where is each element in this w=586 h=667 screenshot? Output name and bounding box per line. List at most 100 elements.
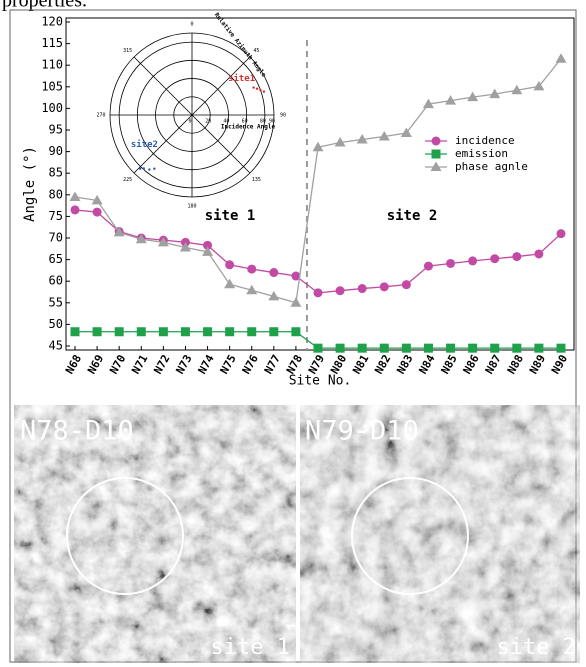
data-point [224,279,235,289]
x-tick-label: N74 [196,352,217,376]
series-line [75,210,561,293]
data-point [358,284,367,293]
data-point [203,327,212,336]
data-point [225,260,234,269]
x-tick-label: N81 [350,352,371,376]
data-point [512,252,521,261]
data-point [468,256,477,265]
x-tick-label: N90 [549,353,570,377]
y-tick-label: 50 [49,317,63,331]
data-point [247,327,256,336]
y-axis-label: Angle (°) [22,146,38,222]
data-point [181,327,190,336]
y-tick-label: 115 [41,36,63,50]
legend-label: emission [455,147,508,160]
y-tick-label: 110 [41,58,63,72]
x-tick-label: N70 [107,353,128,377]
x-tick-label: N69 [85,353,106,377]
y-tick-label: 85 [49,166,63,180]
legend-marker [432,137,441,146]
x-tick-label: N89 [527,353,548,377]
r-tick-label: 0 [188,119,191,125]
theta-tick-label: 225 [123,177,132,183]
r-axis-label: Incidence Angle [221,124,276,131]
x-tick-label: N83 [394,353,415,377]
theta-tick-label: 180 [187,204,196,210]
theta-tick-label: 315 [123,48,132,54]
polar-point [148,168,150,170]
page: properties. N78-D10 N79-D10 site 1 site … [0,0,586,667]
data-point [358,344,367,353]
data-point [557,344,566,353]
polar-point [139,168,141,170]
polar-point [143,167,145,169]
data-point [534,344,543,353]
x-tick-label: N87 [483,353,504,377]
data-point [380,282,389,291]
annotation: site 2 [387,208,438,224]
data-point [402,344,411,353]
data-point [556,53,567,63]
polar-point [259,89,261,91]
annotation: site 1 [205,208,256,224]
data-point [70,191,81,201]
data-point [490,344,499,353]
data-point [71,327,80,336]
x-tick-label: N73 [173,353,194,377]
x-tick-label: N75 [218,353,239,377]
y-tick-label: 45 [49,339,63,353]
polar-point [153,168,155,170]
y-tick-label: 55 [49,295,63,309]
legend-marker [432,150,441,159]
r-tick-label: 20 [205,119,211,125]
data-point [534,249,543,258]
data-point [490,254,499,263]
data-point [247,265,256,274]
polar-series-label: site1 [228,73,255,84]
polar-series-label: site2 [131,139,158,150]
data-point [269,268,278,277]
photo-label: N78-D10 [20,416,134,447]
y-tick-label: 70 [49,231,63,245]
data-point [93,208,102,217]
y-tick-label: 100 [41,101,63,115]
data-point [93,327,102,336]
legend-label: phase agnle [455,160,528,173]
data-point [225,327,234,336]
x-tick-label: N68 [63,353,84,377]
x-tick-label: N76 [240,352,261,376]
data-point [468,344,477,353]
data-point [424,344,433,353]
theta-tick-label: 0 [190,22,193,28]
y-tick-label: 105 [41,79,63,93]
x-tick-label: N71 [129,352,150,376]
theta-tick-label: 270 [96,113,105,119]
data-point [291,327,300,336]
data-point [314,344,323,353]
y-tick-label: 80 [49,187,63,201]
x-tick-label: N77 [262,353,283,377]
y-tick-label: 90 [49,144,63,158]
data-point [424,262,433,271]
data-point [512,344,521,353]
legend-marker [431,162,442,172]
photos: N78-D10 N79-D10 site 1 site 2 [14,405,580,663]
y-tick-label: 60 [49,274,63,288]
y-tick-label: 75 [49,209,63,223]
x-tick-label: N82 [372,353,393,377]
legend-label: incidence [455,134,515,147]
figure: properties. N78-D10 N79-D10 site 1 site … [0,0,586,663]
x-tick-label: N88 [505,353,526,377]
photo-site: site 2 [497,635,576,660]
x-tick-label: N85 [439,353,460,377]
data-point [402,280,411,289]
theta-tick-label: 135 [252,177,261,183]
theta-tick-label: 45 [253,48,259,54]
data-point [557,229,566,238]
x-axis-label: Site No. [289,374,352,389]
data-point [314,288,323,297]
data-point [269,327,278,336]
data-point [446,344,455,353]
polar-point [263,90,265,92]
photo-label: N79-D10 [305,416,419,447]
